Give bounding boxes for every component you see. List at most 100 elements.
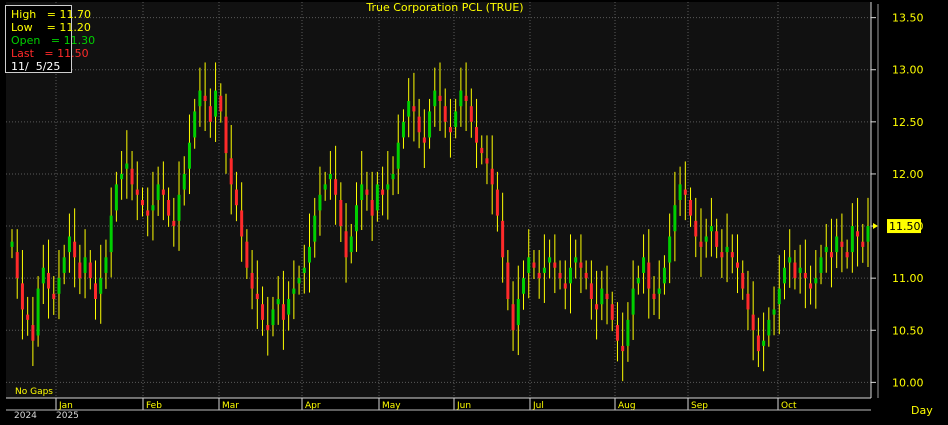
price-bar-body (182, 173, 186, 190)
price-bar-body (495, 189, 499, 216)
price-bar-body (94, 283, 98, 299)
last-price-arrow (873, 223, 878, 230)
x-tick-label: Apr (305, 401, 321, 411)
price-bar-body (370, 200, 374, 216)
info-open: Open = 11.30 (11, 34, 96, 47)
y-tick-label: 10.50 (892, 324, 924, 337)
price-bar-body (856, 231, 860, 237)
price-bar-body (662, 267, 666, 284)
gap-mode-label: No Gaps (15, 387, 53, 397)
price-bar-body (401, 121, 405, 138)
ohlc-info-panel: High = 11.70 Low = 11.20 Open = 11.30 La… (5, 5, 96, 73)
timeframe-label[interactable]: Day (911, 404, 933, 417)
price-bar-body (229, 158, 233, 185)
last-price-label: 11.50 (889, 220, 921, 233)
price-bar-body (819, 257, 823, 273)
price-bar-body (511, 304, 515, 331)
price-bar-body (850, 226, 854, 253)
price-bar-body (595, 304, 599, 310)
price-bar-body (835, 236, 839, 253)
price-bar-body (167, 200, 171, 216)
price-bar-body (537, 272, 541, 279)
price-bar-body (104, 257, 108, 273)
x-tick-label: May (382, 401, 401, 411)
price-bar-body (475, 127, 479, 143)
price-bar-body (720, 252, 724, 258)
price-bar-body (840, 241, 844, 247)
price-bar-body (501, 220, 505, 258)
price-bar-body (412, 106, 416, 112)
x-tick-label: Mar (222, 401, 239, 411)
price-bar-body (287, 299, 291, 315)
price-bar-body (866, 226, 870, 242)
price-bar-body (308, 246, 312, 263)
price-bar-body (824, 246, 828, 253)
price-bar-body (36, 288, 40, 336)
price-bar-body (208, 106, 212, 122)
price-bar-body (584, 272, 588, 279)
price-bar-body (422, 137, 426, 143)
price-bar-body (767, 319, 771, 336)
last-price-marker: 11.50 (873, 219, 921, 234)
price-bar-body (135, 189, 139, 195)
price-bar-body (151, 205, 155, 211)
price-bars (10, 62, 870, 382)
price-bar-body (224, 116, 228, 154)
price-bar-body (647, 262, 651, 289)
price-bar-body (829, 252, 833, 258)
info-low: Low = 11.20 (11, 21, 91, 34)
price-bar-body (782, 267, 786, 284)
price-bar-body (803, 272, 807, 279)
last-price-badge (887, 219, 921, 234)
price-bar-body (271, 309, 275, 326)
price-bar-body (730, 252, 734, 258)
price-bar-body (250, 272, 254, 289)
price-bar-body (10, 241, 14, 247)
price-bar-body (302, 267, 306, 273)
price-bar-body (798, 267, 802, 273)
price-bar-body (140, 200, 144, 206)
price-bar-body (678, 184, 682, 200)
price-bar-body (219, 95, 223, 112)
price-bar-body (694, 220, 698, 237)
x-tick-label: Jan (58, 401, 73, 411)
price-bar-body (636, 278, 640, 284)
price-bar-body (464, 95, 468, 101)
price-bar-body (861, 241, 865, 247)
price-bar-body (485, 158, 489, 164)
price-bar-body (516, 299, 520, 326)
price-bar-body (809, 283, 813, 289)
y-tick-label: 12.50 (892, 116, 924, 129)
price-bar-body (443, 106, 447, 122)
price-bar-body (177, 194, 181, 221)
x-tick-label: Sep (691, 401, 708, 411)
info-date: 11/ 5/25 (11, 60, 61, 73)
price-bar-body (323, 184, 327, 190)
price-bar-body (234, 189, 238, 206)
price-bar-body (631, 288, 635, 315)
price-bar-body (318, 194, 322, 211)
price-bar-body (245, 241, 249, 268)
price-bar-body (266, 325, 270, 331)
price-bar-body (756, 335, 760, 352)
y-tick-label: 11.00 (892, 272, 924, 285)
price-bar-body (214, 90, 218, 117)
price-bar-body (548, 257, 552, 263)
price-bar-body (360, 184, 364, 200)
time-axis: Jan Feb Mar Apr May Jun Jul Aug Sep Oct 2024 2025 (6, 398, 871, 421)
price-bar-body (522, 278, 526, 294)
price-bar-body (240, 210, 244, 237)
price-bar-body (793, 262, 797, 279)
price-bar-body (490, 168, 494, 185)
price-bar-body (709, 226, 713, 232)
price-bar-body (527, 257, 531, 273)
price-bar-body (125, 163, 129, 169)
price-bar-body (448, 127, 452, 133)
price-bar-body (621, 345, 625, 352)
price-bar-body (62, 257, 66, 273)
price-bar-body (73, 241, 77, 258)
price-bar-body (772, 309, 776, 315)
price-bar-body (704, 236, 708, 242)
